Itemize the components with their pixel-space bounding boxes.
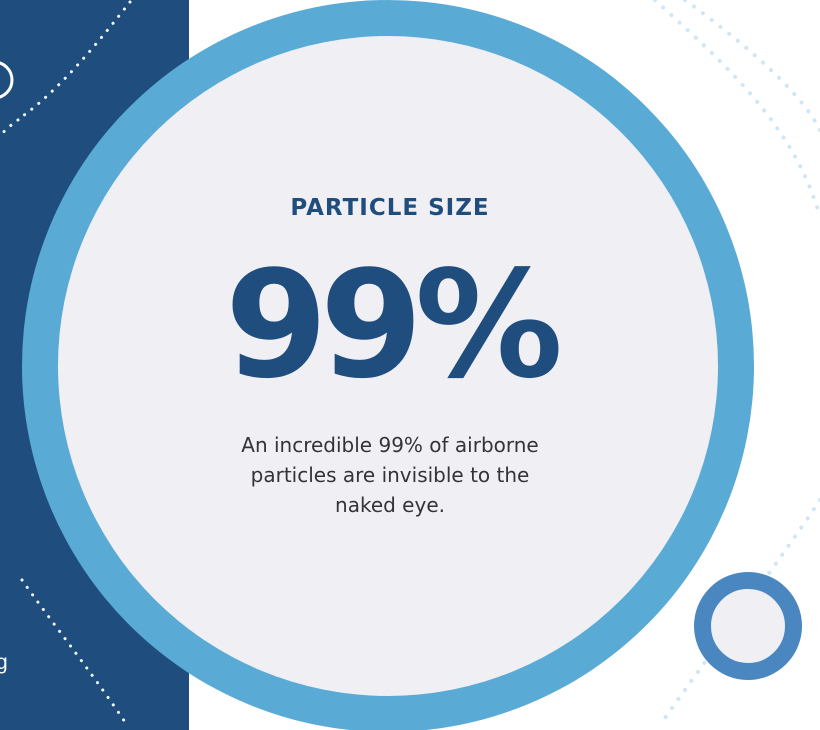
- stat-disc: [58, 36, 718, 696]
- stat-block: PARTICLE SIZE 99% An incredible 99% of a…: [150, 190, 630, 520]
- stat-description: An incredible 99% of airborne particles …: [241, 433, 539, 517]
- panel-text-fragment: g: [0, 651, 8, 674]
- stat-value: 99%: [224, 239, 563, 411]
- panel-dotted-arcs: [0, 0, 132, 724]
- ring-icon: [0, 61, 14, 99]
- accent-ring-icon: [694, 572, 802, 680]
- stat-title: PARTICLE SIZE: [290, 195, 490, 221]
